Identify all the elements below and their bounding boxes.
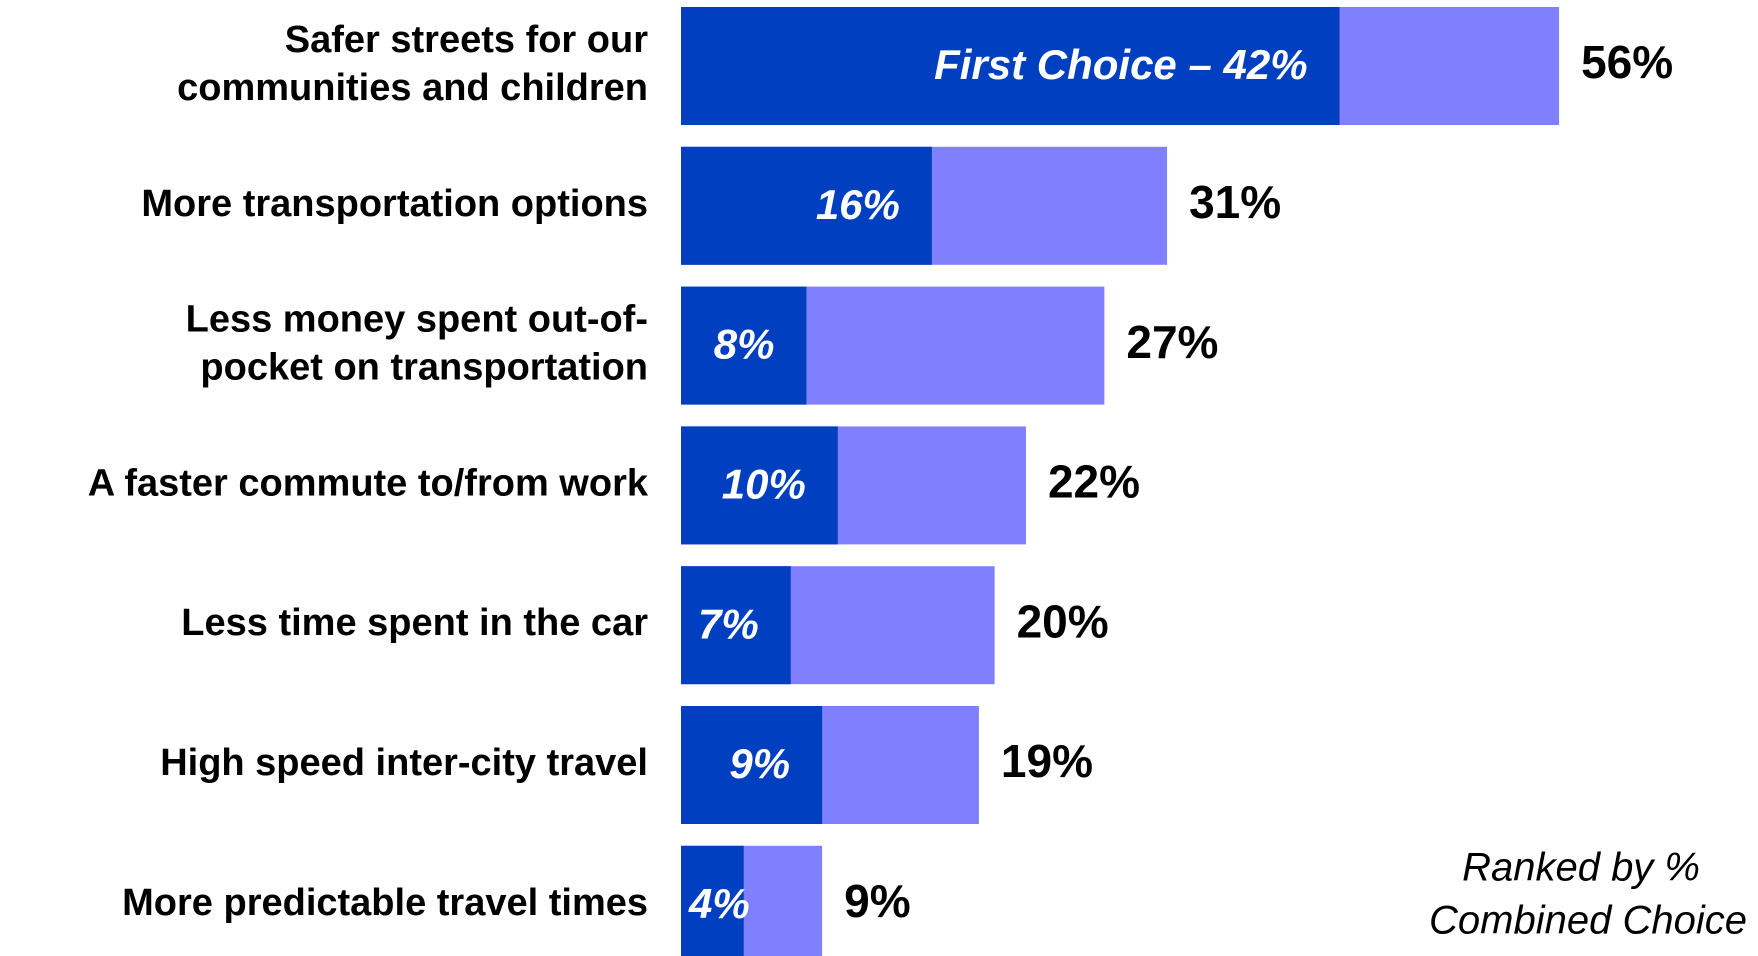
bar: [681, 706, 823, 824]
total-label: 56%: [1581, 36, 1673, 88]
first-choice-label: 8%: [714, 321, 775, 368]
bar: [681, 845, 744, 956]
bar: [681, 286, 807, 405]
category-label: pocket on transportation: [200, 347, 648, 389]
first-choice-label: 10%: [722, 460, 806, 507]
category-label: High speed inter-city travel: [160, 742, 648, 784]
category-label: Less time spent in the car: [181, 602, 648, 644]
first-choice-label: 9%: [729, 740, 790, 787]
bar: [681, 566, 791, 685]
first-choice-label: 16%: [816, 181, 900, 228]
category-label: Less money spent out-of-: [186, 299, 648, 341]
first-choice-label: First Choice – 42%: [934, 41, 1307, 88]
bar: [681, 7, 1340, 125]
first-choice-label: 4%: [688, 880, 750, 927]
bar: [681, 146, 932, 265]
annotation: Ranked by %: [1462, 846, 1700, 890]
category-label: Safer streets for our: [285, 19, 648, 61]
first-choice-label: 7%: [698, 600, 759, 647]
bar: [681, 426, 838, 545]
annotation: Combined Choice: [1429, 899, 1747, 943]
category-label: communities and children: [177, 67, 648, 109]
total-label: 20%: [1017, 595, 1109, 647]
total-label: 19%: [1001, 735, 1093, 787]
total-label: 9%: [844, 875, 910, 927]
total-label: 27%: [1126, 316, 1218, 368]
total-label: 22%: [1048, 456, 1140, 508]
total-label: 31%: [1189, 176, 1281, 228]
category-label: More transportation options: [141, 183, 648, 225]
category-label: More predictable travel times: [122, 882, 648, 924]
category-label: A faster commute to/from work: [88, 462, 649, 504]
